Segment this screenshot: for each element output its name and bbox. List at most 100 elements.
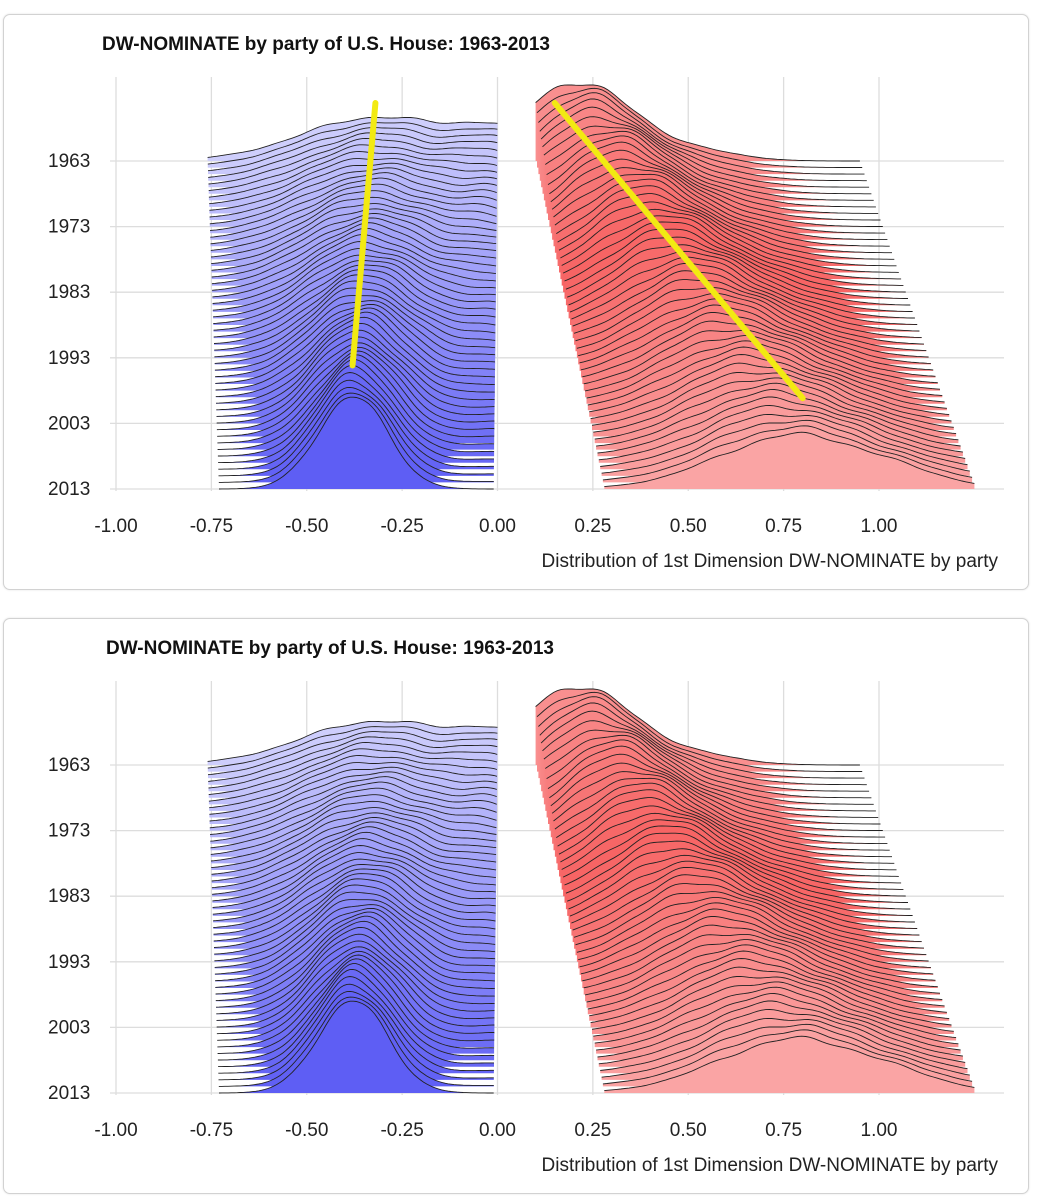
ridge-republican-line: [580, 916, 936, 981]
ridge-republican-line: [583, 933, 941, 994]
x-tick-label: -1.00: [94, 1120, 137, 1141]
ridge-democrat-line: [215, 907, 496, 982]
ridge-democrat-line: [211, 217, 497, 278]
ridge-democrat-line: [208, 144, 498, 192]
ridge-democrat-line: [210, 183, 497, 238]
year-label: 1993: [48, 348, 90, 369]
ridge-democrat-line: [218, 1000, 494, 1094]
ridge-republican-line: [542, 720, 872, 799]
ridge-democrat-line: [208, 748, 498, 796]
ridge-republican-line: [602, 1029, 973, 1085]
ridge-republican-line: [572, 874, 922, 943]
x-tick-label: 0.25: [574, 1120, 611, 1141]
ridge-republican-line: [589, 958, 950, 1020]
ridgelines: [207, 688, 975, 1094]
ridge-republican-line: [580, 312, 936, 377]
ridge-democrat-line: [207, 127, 498, 172]
ridge-republican-line: [571, 262, 920, 332]
ridge-democrat-line: [213, 873, 496, 942]
ridge-democrat-line: [210, 781, 497, 835]
ridge-republican-line: [536, 87, 863, 168]
ridge-democrat-line: [211, 821, 497, 882]
ridge-democrat-fill: [219, 397, 494, 489]
ridge-democrat-line: [218, 396, 494, 490]
ridge-republican-line: [601, 1023, 970, 1078]
year-label: 1973: [48, 821, 90, 842]
ridge-republican-line: [543, 729, 874, 805]
ridge-democrat-line: [213, 260, 496, 324]
ridge-republican-line: [596, 389, 961, 447]
ridge-republican-line: [545, 734, 876, 812]
ridge-republican-line: [549, 149, 883, 227]
ridge-democrat-line: [207, 122, 498, 165]
ridge-republican-line: [596, 993, 961, 1051]
ridge-democrat-line: [217, 963, 495, 1054]
ridge-republican-line: [573, 883, 925, 949]
ridge-republican-line: [597, 396, 963, 454]
ridgeline-chart-bottom: DW-NOMINATE by party of U.S. House: 1963…: [48, 638, 1004, 1176]
ridge-democrat-line: [218, 379, 494, 470]
trend-annotations: [349, 100, 806, 402]
ridge-republican-line: [540, 106, 870, 188]
ridge-republican-line: [540, 710, 870, 792]
ridge-democrat-line: [215, 920, 495, 1002]
ridge-republican-line: [556, 789, 895, 864]
ridge-republican-line: [542, 116, 872, 195]
ridge-democrat-line: [217, 958, 495, 1048]
ridge-democrat-line: [218, 983, 494, 1074]
ridge-democrat-line: [217, 954, 495, 1041]
ridge-democrat-line: [213, 864, 496, 928]
ridge-republican-line: [572, 270, 922, 339]
ridge-republican-fill: [604, 1036, 975, 1093]
ridge-democrat-line: [214, 280, 496, 351]
ridge-democrat-line: [213, 858, 496, 922]
ridgeline-chart-top: DW-NOMINATE by party of U.S. House: 1963…: [48, 34, 1004, 572]
ridge-democrat-line: [211, 222, 497, 285]
ridge-republican-line: [560, 208, 902, 280]
ridge-republican-line: [573, 279, 925, 345]
ridge-republican-line: [569, 256, 918, 325]
ridge-republican-line: [535, 688, 860, 766]
ridge-republican-line: [578, 902, 931, 968]
ridge-democrat-line: [214, 899, 496, 968]
ridge-democrat-line: [215, 926, 495, 1008]
year-label: 1993: [48, 952, 90, 973]
ridge-republican-line: [564, 228, 908, 299]
ridge-republican-line: [547, 141, 881, 221]
x-tick-label: -0.50: [285, 516, 328, 537]
x-axis-label: Distribution of 1st Dimension DW-NOMINAT…: [542, 551, 999, 572]
ridge-republican-line: [569, 860, 918, 929]
ridge-democrat-line: [214, 884, 496, 955]
ridge-democrat-line: [212, 831, 497, 895]
ridge-democrat-line: [212, 234, 496, 298]
ridge-republican-line: [590, 966, 952, 1026]
ridge-democrat-line: [207, 726, 498, 769]
ridge-democrat-line: [213, 868, 496, 935]
year-label: 1963: [48, 151, 90, 172]
chart-title: DW-NOMINATE by party of U.S. House: 1963…: [106, 638, 554, 659]
ridge-republican-line: [575, 891, 927, 956]
ridge-republican-line: [586, 340, 945, 403]
x-tick-label: -1.00: [94, 516, 137, 537]
ridge-democrat-line: [214, 287, 496, 358]
year-label: 1963: [48, 755, 90, 776]
ridge-republican-line: [557, 193, 897, 267]
ridge-republican-line: [561, 819, 904, 890]
ridge-republican-line: [591, 371, 954, 428]
x-tick-label: -0.75: [190, 1120, 233, 1141]
ridge-democrat-line: [214, 904, 496, 975]
ridge-democrat-line: [211, 816, 497, 875]
ridge-democrat-line: [215, 911, 495, 988]
chart-panel-bottom: DW-NOMINATE by party of U.S. House: 1963…: [3, 618, 1029, 1194]
year-label: 1983: [48, 886, 90, 907]
ridge-democrat-line: [213, 264, 496, 331]
ridge-republican-line: [579, 304, 934, 371]
x-tick-label: -0.25: [380, 1120, 423, 1141]
ridge-republican-line: [546, 739, 879, 818]
x-tick-label: 0.75: [765, 1120, 802, 1141]
ridge-republican-line: [587, 950, 947, 1013]
ridge-democrat-line: [218, 990, 494, 1081]
ridge-republican-line: [556, 185, 895, 260]
ridge-democrat-line: [213, 269, 496, 338]
x-tick-label: 1.00: [861, 1120, 898, 1141]
